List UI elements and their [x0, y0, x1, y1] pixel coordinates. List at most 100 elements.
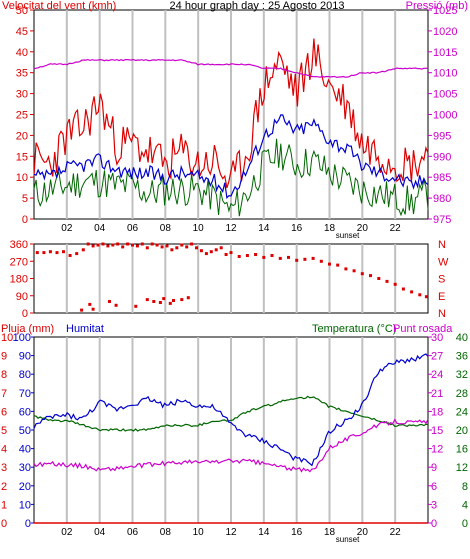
pressure-line — [33, 58, 429, 79]
dewpoint-tick-label: 18 — [431, 406, 443, 418]
humidity-x-tick-label: 22 — [390, 527, 402, 538]
direction-point — [186, 296, 190, 300]
humidity-tick-label: 50 — [19, 425, 31, 437]
humidity-tick-label: 10 — [19, 499, 31, 511]
humidity-tick-label: 100 — [13, 332, 31, 344]
dewpoint-tick-label: 3 — [431, 499, 437, 511]
wind-x-tick-label: 10 — [193, 223, 205, 234]
pressure-tick-label: 985 — [433, 172, 451, 184]
rain-tick-label: 5 — [1, 425, 7, 437]
wind-x-tick-label: 20 — [357, 223, 369, 234]
dewpoint-tick-label: 21 — [431, 388, 443, 400]
temperature-tick-label: 0 — [462, 518, 468, 530]
dewpoint-tick-label: 9 — [431, 462, 437, 474]
direction-point — [287, 255, 290, 259]
wind-speed-tick-label: 10 — [16, 172, 28, 184]
direction-point — [108, 300, 111, 303]
temperature-tick-label: 36 — [456, 351, 468, 363]
direction-point — [145, 298, 149, 302]
wind-speed-tick-label: 35 — [16, 68, 28, 80]
rain-tick-label: 10 — [1, 332, 13, 344]
direction-point — [165, 244, 169, 248]
direction-point — [48, 250, 52, 254]
direction-point — [152, 300, 156, 303]
compass-label: N — [438, 308, 446, 320]
temperature-tick-label: 20 — [456, 425, 468, 437]
wind-x-tick-label: 12 — [225, 223, 237, 234]
direction-point — [55, 251, 59, 255]
direction-point — [135, 244, 139, 248]
direction-point — [185, 245, 189, 249]
pressure-tick-label: 1015 — [433, 47, 457, 59]
humidity-tick-label: 40 — [19, 444, 31, 456]
direction-point — [245, 254, 249, 257]
humidity-x-tick-label: 18 — [324, 527, 336, 538]
direction-point — [190, 242, 194, 246]
temperature-tick-label: 24 — [456, 406, 468, 418]
direction-point — [204, 252, 208, 256]
direction-point — [121, 245, 125, 249]
dewpoint-tick-label: 12 — [431, 444, 443, 456]
direction-point — [88, 302, 92, 306]
humidity-sunset-label: sunset — [336, 535, 360, 544]
direction-point — [91, 244, 95, 248]
dewpoint-tick-label: 6 — [431, 481, 437, 493]
wind-x-tick-label: 02 — [61, 223, 73, 234]
rain-tick-label: 2 — [1, 481, 7, 493]
compass-label: S — [438, 274, 445, 286]
pressure-tick-label: 980 — [433, 193, 451, 205]
direction-point — [311, 256, 315, 260]
direction-point — [106, 244, 110, 248]
temperature-tick-label: 12 — [456, 462, 468, 474]
direction-point — [168, 301, 172, 305]
direction-point — [158, 301, 162, 304]
humidity-x-tick-label: 02 — [61, 527, 73, 538]
direction-point — [319, 259, 323, 263]
direction-point — [199, 249, 203, 253]
direction-point — [295, 258, 299, 262]
direction-point — [336, 263, 340, 267]
wind-x-tick-label: 18 — [324, 223, 336, 234]
dewpoint-tick-label: 30 — [431, 332, 443, 344]
humidity-x-tick-label: 10 — [193, 527, 205, 538]
direction-point — [410, 290, 414, 294]
direction-point — [114, 303, 118, 307]
direction-point — [140, 242, 144, 246]
dewpoint-legend-label: Punt rosada — [393, 323, 453, 335]
pressure-tick-label: 1010 — [433, 68, 457, 80]
direction-point — [180, 243, 184, 247]
wind-average-line — [33, 114, 429, 200]
direction-point — [278, 256, 282, 260]
direction-point — [328, 262, 331, 266]
direction-point — [35, 251, 39, 255]
direction-point — [80, 308, 84, 312]
compass-label: E — [438, 291, 445, 303]
direction-point — [162, 297, 166, 301]
humidity-tick-label: 30 — [19, 462, 31, 474]
direction-point — [155, 243, 159, 247]
wind-speed-tick-label: 45 — [16, 26, 28, 38]
humidity-tick-label: 20 — [19, 481, 31, 493]
direction-tick-label: 360 — [10, 239, 28, 251]
wind-x-tick-label: 16 — [291, 223, 303, 234]
direction-point — [126, 242, 130, 246]
direction-point — [62, 250, 65, 254]
direction-point — [262, 255, 266, 259]
direction-point — [134, 304, 138, 308]
direction-point — [270, 254, 274, 257]
rain-tick-label: 8 — [1, 369, 7, 381]
direction-point — [385, 279, 389, 283]
pressure-axis-label: Pressió (mb) — [406, 0, 468, 12]
humidity-legend-label: Humitat — [66, 323, 104, 335]
wind-x-tick-label: 08 — [160, 223, 172, 234]
humidity-x-tick-label: 06 — [127, 527, 139, 538]
wind-speed-tick-label: 20 — [16, 130, 28, 142]
direction-point — [180, 298, 184, 302]
wind-speed-tick-label: 15 — [16, 151, 28, 163]
direction-point — [254, 253, 258, 256]
temperature-tick-label: 8 — [462, 481, 468, 493]
direction-point — [195, 246, 198, 250]
dewpoint-tick-label: 0 — [431, 518, 437, 530]
wind-speed-tick-label: 50 — [16, 5, 28, 17]
